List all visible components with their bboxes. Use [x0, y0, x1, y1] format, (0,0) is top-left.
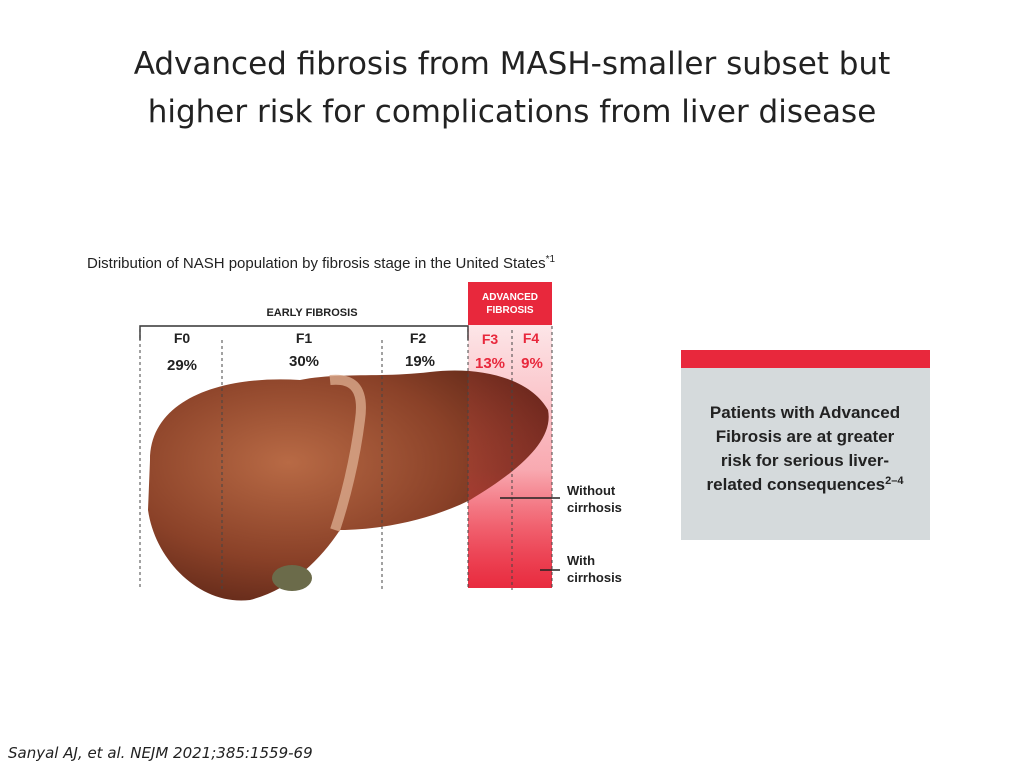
stage-dividers	[139, 326, 553, 590]
annotation: Without	[567, 483, 616, 498]
title-line: higher risk for complications from liver…	[148, 94, 877, 130]
citation: Sanyal AJ, et al. NEJM 2021;385:1559-69	[8, 744, 313, 762]
callout-line: risk for serious liver-	[721, 451, 889, 470]
stage-label: F0	[174, 330, 191, 346]
annotation: cirrhosis	[567, 500, 622, 515]
advanced-box	[468, 282, 552, 325]
callout-box	[681, 350, 930, 540]
caption-text: Distribution of NASH population by fibro…	[87, 255, 546, 272]
callout-text: related consequences	[707, 475, 886, 494]
caption-note: *1	[546, 254, 556, 265]
callout-line: Patients with Advanced	[710, 403, 900, 422]
callout-line: Fibrosis are at greater	[716, 427, 895, 446]
stage-label: F3	[482, 331, 499, 347]
callout-line: related consequences2–4	[707, 475, 905, 494]
annotation: With	[567, 553, 595, 568]
stage-share: 29%	[167, 357, 197, 374]
stage-label: F1	[296, 330, 313, 346]
callout-superscript: 2–4	[885, 475, 904, 487]
gallbladder	[272, 565, 312, 591]
stage-share: 13%	[475, 355, 505, 372]
callout-bar	[681, 350, 930, 368]
callout: Patients with Advanced Fibrosis are at g…	[681, 350, 930, 540]
figure-caption: Distribution of NASH population by fibro…	[87, 254, 555, 272]
ligament	[329, 374, 366, 532]
stage-share: 19%	[405, 353, 435, 370]
advanced-overlay	[468, 325, 552, 588]
stage-label: F2	[410, 330, 427, 346]
annotation: cirrhosis	[567, 570, 622, 585]
advanced-label: ADVANCED	[482, 292, 538, 303]
figure: Distribution of NASH population by fibro…	[87, 254, 622, 601]
stage-share: 30%	[289, 353, 319, 370]
advanced-label: FIBROSIS	[486, 305, 534, 316]
early-label: EARLY FIBROSIS	[266, 307, 357, 319]
stage-share: 9%	[521, 355, 543, 372]
stage-label: F4	[523, 330, 540, 346]
title-line: Advanced fibrosis from MASH-smaller subs…	[134, 46, 891, 82]
